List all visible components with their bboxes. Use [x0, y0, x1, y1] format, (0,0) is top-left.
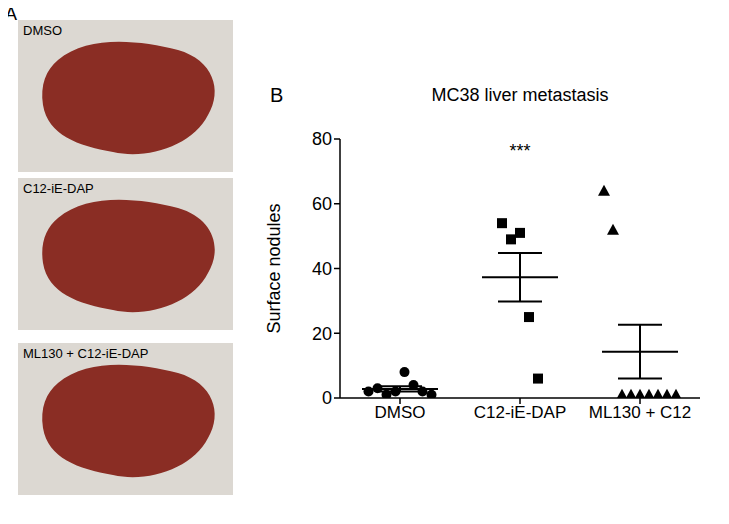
- html-text:B: B: [270, 84, 284, 106]
- svg-text:DMSO: DMSO: [375, 403, 426, 422]
- svg-text:***: ***: [509, 141, 530, 161]
- svg-text:Surface nodules: Surface nodules: [264, 203, 284, 333]
- html-text:A: A: [5, 4, 17, 24]
- html-text:MC38 liver metastasis: MC38 liver metastasis: [431, 85, 609, 105]
- html-text:DMSO: DMSO: [23, 23, 62, 38]
- html-text:C12-iE-DAP: C12-iE-DAP: [23, 181, 94, 196]
- svg-text:C12-iE-DAP: C12-iE-DAP: [474, 403, 567, 422]
- svg-text:60: 60: [312, 194, 332, 214]
- svg-text:ML130 + C12: ML130 + C12: [589, 403, 692, 422]
- svg-text:40: 40: [312, 259, 332, 279]
- svg-text:0: 0: [322, 388, 332, 408]
- svg-text:20: 20: [312, 324, 332, 344]
- html-text:ML130 + C12-iE-DAP: ML130 + C12-iE-DAP: [23, 346, 149, 361]
- svg-text:80: 80: [312, 129, 332, 149]
